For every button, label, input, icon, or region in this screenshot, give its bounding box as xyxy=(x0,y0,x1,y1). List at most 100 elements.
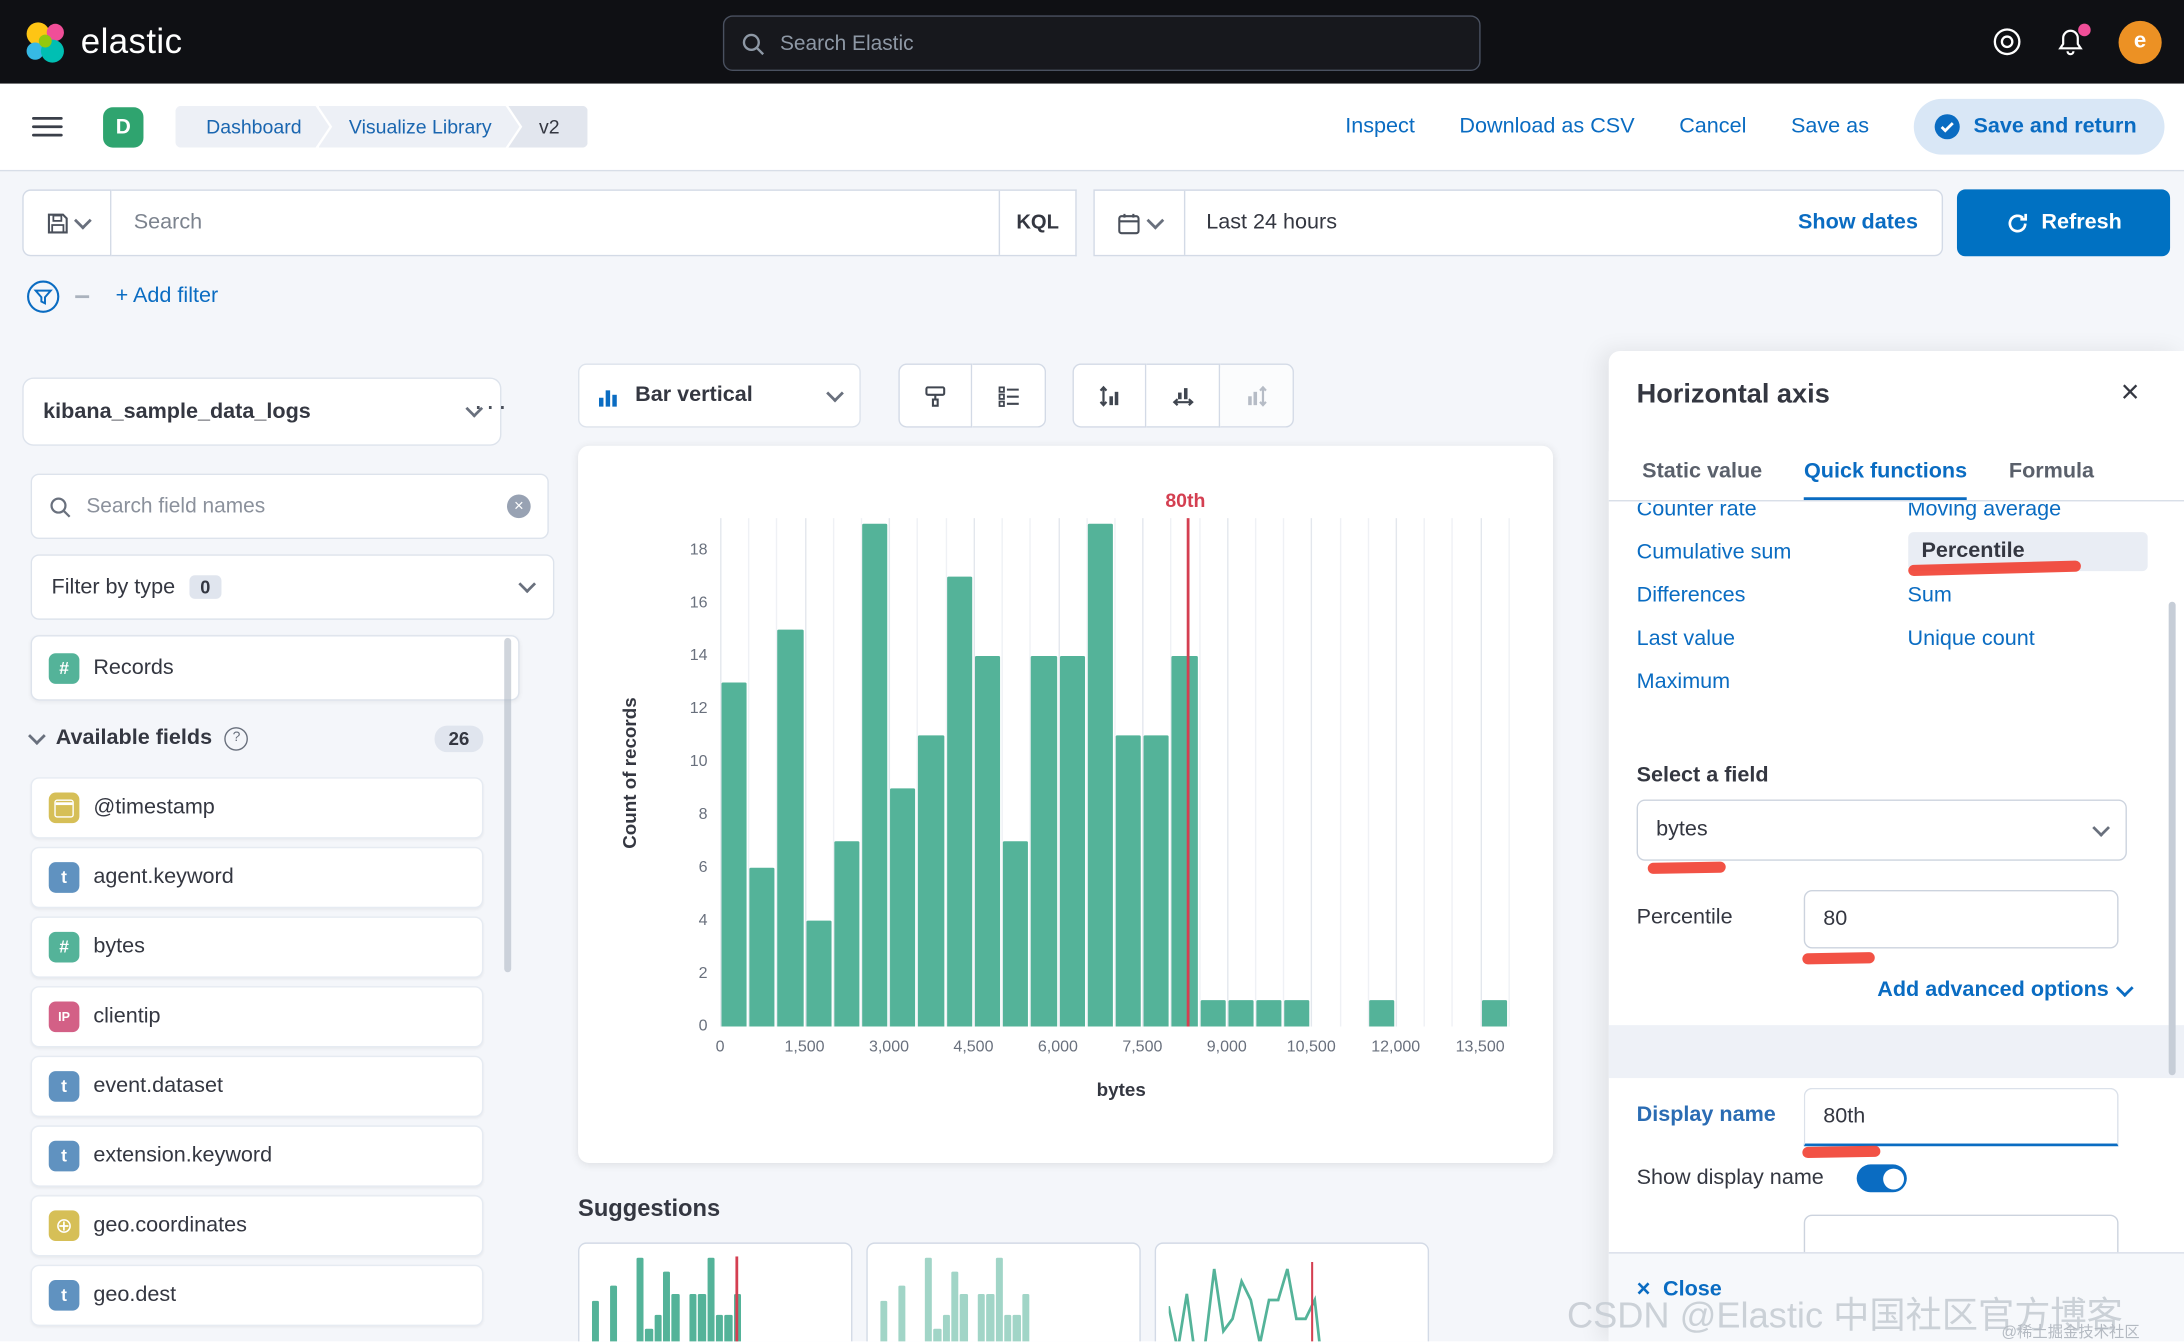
chart-bar[interactable] xyxy=(946,576,973,1027)
space-badge[interactable]: D xyxy=(103,106,144,147)
chart-bar[interactable] xyxy=(1171,655,1198,1027)
tab-quick-functions[interactable]: Quick functions xyxy=(1803,451,1968,501)
breadcrumb-visualize-library[interactable]: Visualize Library xyxy=(318,106,519,148)
saved-query-button[interactable] xyxy=(22,189,112,257)
chart-bar[interactable] xyxy=(1002,841,1029,1027)
suggestion-thumbnail-1[interactable] xyxy=(578,1242,853,1342)
save-as-button[interactable]: Save as xyxy=(1790,114,1869,138)
chart-bar[interactable] xyxy=(890,788,916,1027)
time-range-value[interactable]: Last 24 hours xyxy=(1206,210,1338,234)
chart-bar[interactable] xyxy=(749,867,775,1027)
query-bar: KQL Last 24 hours Show dates Refresh xyxy=(22,189,2171,257)
chart-bar[interactable] xyxy=(1031,655,1057,1027)
breadcrumb-dashboard[interactable]: Dashboard xyxy=(175,106,329,148)
field-item-timestamp[interactable]: @timestamp xyxy=(30,777,484,839)
filter-funnel-icon[interactable] xyxy=(25,279,61,315)
kql-toggle[interactable]: KQL xyxy=(998,190,1076,255)
field-item-extension-keyword[interactable]: t extension.keyword xyxy=(30,1125,484,1187)
chart-gridline xyxy=(888,518,891,1027)
field-item-geo-dest[interactable]: t geo.dest xyxy=(30,1264,484,1326)
chart-bar[interactable] xyxy=(1228,1000,1254,1027)
field-item-agent-keyword[interactable]: t agent.keyword xyxy=(30,846,484,909)
bottom-axis-button[interactable] xyxy=(1146,363,1221,428)
chart-bar[interactable] xyxy=(974,655,1001,1027)
close-icon[interactable]: × xyxy=(2120,373,2140,410)
available-fields-header[interactable]: Available fields ? 26 xyxy=(28,716,484,761)
chart-bar[interactable] xyxy=(1143,735,1170,1027)
vertical-axis-icon xyxy=(1247,385,1267,407)
chart-gridline xyxy=(1452,518,1454,1027)
chart-bar[interactable] xyxy=(1087,523,1113,1027)
display-name-input[interactable] xyxy=(1803,1087,2119,1147)
chart-bar[interactable] xyxy=(721,682,747,1027)
field-item-clientip[interactable]: IP clientip xyxy=(30,986,484,1048)
function-percentile-selected[interactable]: Percentile xyxy=(1907,532,2148,572)
chart-bar[interactable] xyxy=(1059,655,1085,1027)
global-search[interactable] xyxy=(722,15,1481,72)
records-field-item[interactable]: # Records xyxy=(30,635,520,701)
user-avatar[interactable]: e xyxy=(2118,20,2162,64)
field-item-bytes[interactable]: # bytes xyxy=(30,916,484,978)
chart-bar[interactable] xyxy=(1200,1000,1226,1027)
mini-bar xyxy=(1004,1314,1012,1342)
save-and-return-button[interactable]: Save and return xyxy=(1913,98,2165,155)
panel-scrollbar[interactable] xyxy=(2168,601,2176,1076)
function-last-value[interactable]: Last value xyxy=(1636,626,1736,651)
chart-type-dropdown[interactable]: Bar vertical xyxy=(578,363,861,428)
help-icon[interactable] xyxy=(1992,26,2023,57)
close-panel-button[interactable]: × Close xyxy=(1636,1275,1722,1303)
function-cumulative-sum[interactable]: Cumulative sum xyxy=(1636,540,1792,565)
download-csv-button[interactable]: Download as CSV xyxy=(1459,114,1635,138)
chart-bar[interactable] xyxy=(1481,1000,1507,1027)
chart-bar[interactable] xyxy=(1256,1000,1282,1027)
function-differences[interactable]: Differences xyxy=(1636,583,1746,608)
calendar-button[interactable] xyxy=(1095,190,1186,255)
data-view-options-button[interactable]: ··· xyxy=(473,391,510,423)
chart-bar[interactable] xyxy=(1284,1000,1310,1027)
chart-bar[interactable] xyxy=(777,629,804,1027)
function-sum[interactable]: Sum xyxy=(1907,583,1952,608)
function-counter-rate[interactable]: Counter rate xyxy=(1636,502,1757,521)
function-maximum[interactable]: Maximum xyxy=(1636,669,1731,694)
field-search-input[interactable] xyxy=(83,493,495,520)
percentile-input[interactable] xyxy=(1803,890,2119,949)
chart-bar[interactable] xyxy=(1115,735,1141,1027)
suggestion-thumbnail-2[interactable] xyxy=(866,1242,1141,1342)
global-search-input[interactable] xyxy=(777,29,1463,57)
chart-bar[interactable] xyxy=(862,523,888,1027)
add-advanced-options-link[interactable]: Add advanced options xyxy=(1877,978,2134,1003)
keyword-token-icon: t xyxy=(48,1071,80,1102)
function-unique-count[interactable]: Unique count xyxy=(1907,626,2035,651)
query-input[interactable] xyxy=(111,210,999,236)
chart-bar[interactable] xyxy=(918,735,944,1027)
filter-by-type-dropdown[interactable]: Filter by type 0 xyxy=(30,554,555,620)
chart-bar[interactable] xyxy=(805,920,832,1027)
data-view-selector[interactable]: kibana_sample_data_logs xyxy=(22,377,502,446)
visual-options-button[interactable] xyxy=(898,363,973,428)
y-axis-tick-label: 14 xyxy=(689,647,708,665)
tab-formula[interactable]: Formula xyxy=(2008,459,2095,484)
suggestion-thumbnail-3[interactable] xyxy=(1154,1242,1430,1342)
show-display-name-toggle[interactable] xyxy=(1856,1164,1907,1193)
elastic-logo[interactable]: elastic xyxy=(22,19,182,65)
show-dates-link[interactable]: Show dates xyxy=(1797,210,1918,234)
sidebar-scrollbar[interactable] xyxy=(504,637,512,973)
reference-line-label: 80th xyxy=(1165,488,1206,512)
menu-hamburger-icon[interactable] xyxy=(32,116,63,138)
left-axis-button[interactable] xyxy=(1072,363,1147,428)
tab-static-value[interactable]: Static value xyxy=(1642,459,1763,484)
legend-settings-button[interactable] xyxy=(972,363,1047,428)
field-select-dropdown[interactable]: bytes xyxy=(1636,799,2127,861)
add-filter-link[interactable]: + Add filter xyxy=(115,284,219,308)
function-moving-average[interactable]: Moving average xyxy=(1907,502,2062,521)
select-field-label: Select a field xyxy=(1636,763,1769,787)
field-item-geo-coordinates[interactable]: ⊕ geo.coordinates xyxy=(30,1195,484,1257)
clear-search-icon[interactable]: × xyxy=(506,494,531,519)
chart-bar[interactable] xyxy=(834,841,860,1027)
inspect-button[interactable]: Inspect xyxy=(1345,114,1415,138)
notifications-bell-icon[interactable] xyxy=(2056,22,2091,56)
cancel-button[interactable]: Cancel xyxy=(1679,114,1747,138)
chart-bar[interactable] xyxy=(1368,1000,1395,1027)
field-item-event-dataset[interactable]: t event.dataset xyxy=(30,1055,484,1118)
refresh-button[interactable]: Refresh xyxy=(1956,189,2171,257)
